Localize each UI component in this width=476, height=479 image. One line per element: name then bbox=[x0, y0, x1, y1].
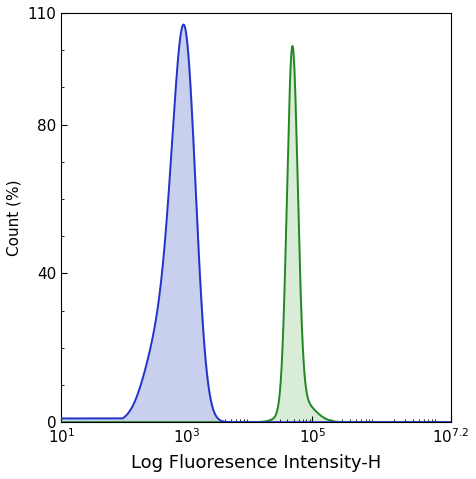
Y-axis label: Count (%): Count (%) bbox=[7, 179, 22, 256]
X-axis label: Log Fluoresence Intensity-H: Log Fluoresence Intensity-H bbox=[131, 454, 381, 472]
